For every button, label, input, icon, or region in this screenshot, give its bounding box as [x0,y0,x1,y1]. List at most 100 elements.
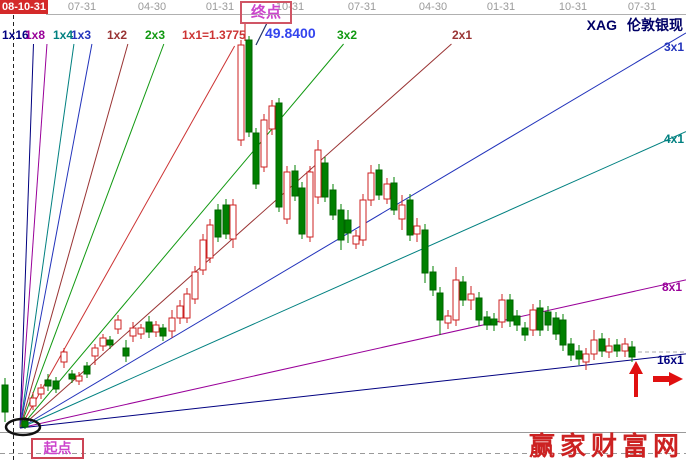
candle-down [436,292,444,321]
gann-label-1x4: 1x4 [53,28,74,42]
candle-down [83,365,91,375]
candle-down [421,229,429,274]
right-arrow [653,372,683,386]
gann-line-2x3 [19,43,165,429]
gann-label-4x1: 4x1 [664,132,685,146]
start-point-annotation[interactable]: 起点 [31,438,84,459]
gann-line-1x4 [19,43,75,429]
candle-down [337,209,345,241]
candle-down [536,307,544,331]
candle-down [575,350,583,360]
timeline-tick: 04-30 [418,1,448,13]
candle-down [429,271,437,291]
timeline-tick: 01-31 [486,1,516,13]
candle-up [529,309,537,331]
candle-down [159,327,167,337]
gann-label-3x2: 3x2 [337,28,358,42]
end-point-annotation[interactable]: 终点 [240,1,292,24]
candle-up [268,105,276,130]
end-point-pointer-line [255,22,268,46]
gann-line-1x16 [19,43,34,429]
timeline-tick: 07-31 [67,1,97,13]
candle-up [129,327,137,337]
candle-up [137,327,145,335]
candle-down [628,346,636,358]
candle-down [275,102,283,208]
gann-line-1x3 [19,43,93,429]
start-date-badge: 08-10-31 [0,0,48,14]
timeline-tick: 04-30 [137,1,167,13]
candle-up [359,199,367,241]
gann-label-3x1: 3x1 [664,40,685,54]
candle-up [452,279,460,321]
candle-up [582,353,590,363]
candle-up [237,44,245,141]
candle-up [383,183,391,200]
candle-down [375,169,383,196]
gann-line-1x1 [19,45,236,429]
gann-label-1x8: 1x8 [25,28,46,42]
candle-up [590,339,598,355]
gann-line-1x2 [19,43,129,429]
watermark-logo: 赢家财富网 [528,432,684,461]
candle-down [252,132,260,185]
gann-line-3x2 [19,43,344,429]
candle-up [75,375,83,382]
candle-up [314,149,322,198]
candle-down [214,209,222,238]
candle-up [467,293,475,301]
candle-down [506,299,514,322]
symbol-title: XAG 伦敦银现 [587,15,683,35]
gann-label-2x1: 2x1 [452,28,473,42]
candle-down [44,379,52,387]
candle-up [306,171,314,238]
candle-up [260,119,268,168]
candle-up [152,324,160,333]
candle-down [483,316,491,326]
candle-up [398,204,406,220]
candle-down [390,182,398,211]
gann-label-2x3: 2x3 [145,28,166,42]
candle-up [413,225,421,235]
symbol-code: XAG [586,17,617,33]
gann-line-16x1 [19,353,686,429]
candle-up [621,343,629,352]
timeline-tick: 01-31 [205,1,235,13]
timeline-tick: 07-31 [627,1,657,13]
candle-up [60,351,68,363]
candle-up [114,319,122,330]
candle-up [168,317,176,332]
gann-label-1x3: 1x3 [71,28,92,42]
candle-up [191,271,199,300]
candle-down [291,170,299,197]
candle-down [1,384,9,413]
gann-line-8x1 [19,279,686,429]
candle-down [598,338,606,352]
candle-down [490,318,498,326]
candle-down [106,339,114,346]
gann-label-1x2: 1x2 [107,28,128,42]
candle-down [245,39,253,133]
candle-down [521,327,529,336]
candle-up [176,305,184,319]
candle-down [21,420,29,428]
candle-down [145,321,153,333]
candle-up [183,293,191,319]
start-point-ellipse [4,417,42,437]
candle-up [352,235,360,245]
gann-line-1x8 [19,43,48,429]
candle-down [552,317,560,335]
candle-down [559,319,567,346]
symbol-name: 伦敦银现 [627,17,683,33]
timeline-tick: 07-31 [347,1,377,13]
gann-label-16x1: 16x1 [657,353,684,367]
candle-up [206,224,214,259]
gann-line-4x1 [19,131,686,429]
candle-down [567,343,575,356]
gann-label-1x16: 1x16 [2,28,29,42]
candle-up [498,299,506,323]
candle-down [222,204,230,235]
candle-down [122,347,130,357]
